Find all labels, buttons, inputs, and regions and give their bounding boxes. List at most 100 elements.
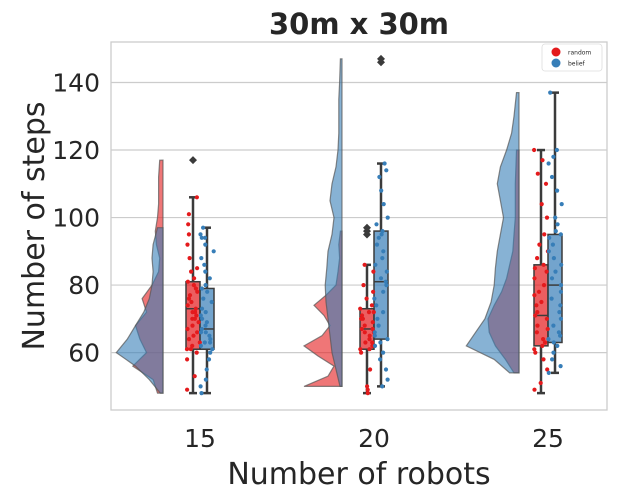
- point-random-15-8: [186, 337, 192, 342]
- point-belief-15-28: [202, 262, 207, 267]
- point-belief-25-17: [553, 269, 558, 274]
- point-belief-15-20: [199, 306, 205, 311]
- point-random-20-1: [365, 387, 370, 392]
- point-random-25-12: [544, 316, 550, 321]
- point-belief-15-23: [205, 289, 210, 294]
- legend: random belief: [541, 43, 603, 72]
- point-random-20-4: [359, 350, 364, 355]
- point-random-25-10: [545, 326, 550, 332]
- point-belief-25-14: [558, 289, 564, 294]
- outlier-random-20-2: [363, 223, 371, 232]
- point-belief-15-31: [203, 242, 208, 247]
- point-belief-20-19: [384, 269, 389, 274]
- point-belief-25-25: [555, 222, 560, 227]
- point-random-15-9: [191, 333, 196, 338]
- point-random-20-15: [370, 326, 375, 332]
- point-belief-25-10: [558, 316, 564, 321]
- point-belief-20-23: [374, 242, 380, 247]
- point-belief-15-10: [208, 337, 213, 342]
- point-random-15-12: [190, 323, 195, 328]
- point-random-15-11: [185, 326, 190, 332]
- point-belief-25-18: [559, 262, 564, 267]
- point-belief-20-4: [381, 350, 386, 355]
- point-random-20-17: [362, 323, 367, 328]
- point-belief-20-14: [372, 296, 377, 301]
- point-random-25-15: [534, 303, 539, 308]
- point-random-25-1: [538, 380, 543, 386]
- point-belief-15-27: [203, 269, 208, 274]
- point-belief-20-32: [384, 168, 389, 173]
- point-belief-25-5: [551, 340, 556, 345]
- point-belief-20-7: [385, 337, 390, 342]
- x-tick-labels: 15 20 25: [184, 424, 564, 453]
- point-belief-15-30: [211, 249, 216, 254]
- point-random-15-34: [186, 222, 191, 227]
- point-belief-15-8: [202, 340, 207, 345]
- point-belief-20-26: [380, 229, 385, 234]
- point-belief-25-28: [555, 188, 560, 193]
- violin-belief-20: [324, 58, 343, 388]
- point-random-20-28: [361, 283, 366, 288]
- point-belief-20-12: [381, 310, 386, 315]
- point-belief-20-25: [379, 232, 384, 237]
- point-random-20-25: [369, 303, 374, 308]
- point-belief-20-31: [377, 174, 382, 180]
- point-belief-15-0: [199, 391, 204, 396]
- point-random-15-29: [189, 269, 194, 274]
- point-belief-15-6: [210, 347, 215, 352]
- point-belief-20-20: [373, 262, 378, 267]
- point-random-15-30: [195, 266, 200, 271]
- violin-belief-25: [465, 91, 520, 374]
- point-random-15-6: [190, 343, 195, 348]
- point-belief-20-18: [378, 276, 384, 281]
- point-random-15-5: [188, 347, 193, 352]
- point-random-15-10: [195, 330, 200, 335]
- point-belief-20-11: [375, 316, 380, 321]
- y-tick-labels: 60 80 100 120 140: [52, 69, 100, 368]
- point-random-20-18: [370, 320, 375, 325]
- point-random-25-3: [541, 357, 546, 362]
- point-belief-20-3: [378, 357, 383, 362]
- point-belief-15-16: [204, 320, 209, 325]
- point-belief-15-22: [201, 296, 206, 301]
- point-random-20-30: [362, 262, 367, 267]
- x-tick-label-20: 20: [358, 424, 390, 453]
- point-belief-15-1: [198, 384, 203, 389]
- point-belief-20-5: [372, 343, 378, 348]
- point-belief-25-0: [546, 370, 551, 375]
- point-belief-15-26: [207, 276, 212, 281]
- point-random-15-15: [192, 316, 197, 321]
- point-random-15-24: [195, 289, 200, 294]
- point-random-15-25: [193, 286, 198, 291]
- point-random-20-29: [371, 269, 376, 274]
- point-belief-25-15: [558, 283, 564, 288]
- point-random-25-23: [541, 262, 546, 267]
- point-belief-15-4: [206, 357, 212, 362]
- y-tick-label-120: 120: [52, 136, 100, 165]
- point-random-20-9: [370, 340, 375, 345]
- point-random-25-2: [545, 367, 550, 372]
- point-random-15-13: [196, 320, 201, 325]
- point-random-15-32: [185, 242, 190, 247]
- point-random-20-6: [358, 347, 363, 352]
- point-random-25-16: [539, 299, 544, 305]
- point-random-25-27: [542, 232, 547, 237]
- point-random-15-23: [187, 293, 193, 298]
- point-random-20-12: [367, 333, 372, 338]
- point-belief-20-2: [383, 367, 389, 372]
- point-belief-25-22: [547, 235, 552, 240]
- point-random-25-21: [544, 269, 549, 274]
- point-random-20-16: [359, 326, 364, 332]
- point-random-20-27: [371, 289, 376, 294]
- point-random-25-19: [541, 283, 547, 288]
- point-random-15-3: [194, 350, 199, 355]
- point-random-20-0: [365, 391, 370, 396]
- legend-label-belief: belief: [568, 61, 586, 68]
- point-random-25-7: [542, 340, 548, 345]
- y-tick-label-140: 140: [52, 69, 100, 98]
- point-belief-25-30: [546, 161, 551, 166]
- point-belief-20-13: [374, 303, 379, 308]
- point-belief-25-27: [559, 202, 564, 207]
